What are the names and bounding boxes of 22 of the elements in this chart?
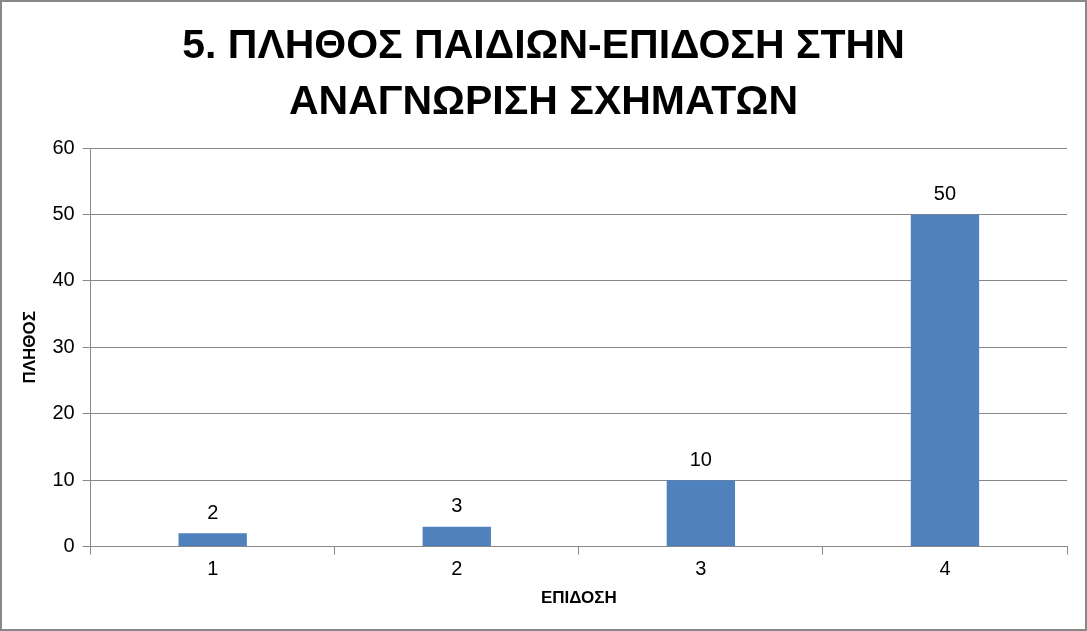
bar <box>422 526 491 547</box>
y-tick-label: 40 <box>52 268 75 291</box>
bar <box>178 533 247 547</box>
bar <box>910 214 980 547</box>
data-label: 50 <box>933 181 957 204</box>
x-axis-title: ΕΠΙΔΟΣΗ <box>540 588 617 608</box>
chart-title: 5. ΠΛΗΘΟΣ ΠΑΙΔΙΩΝ-ΕΠΙΔΟΣΗ ΣΤΗΝ ΑΝΑΓΝΩΡΙΣΗ ΣΧΗΜΑΤΩΝ <box>181 20 906 125</box>
y-tick-label: 50 <box>52 201 75 224</box>
x-tick-label: 4 <box>939 557 951 580</box>
x-tick-label: 3 <box>695 557 707 580</box>
y-tick-label: 0 <box>63 534 75 557</box>
data-label: 3 <box>451 494 463 517</box>
y-tick-label: 60 <box>52 135 75 158</box>
data-label: 10 <box>689 447 712 470</box>
x-tick-label: 2 <box>451 557 463 580</box>
x-tick-label: 1 <box>207 557 219 580</box>
data-label: 2 <box>207 500 219 523</box>
y-axis-title: ΠΛΗΘΟΣ <box>19 311 39 384</box>
y-tick-label: 20 <box>52 401 75 424</box>
bar <box>666 480 736 547</box>
y-tick-label: 10 <box>52 467 75 490</box>
y-tick-label: 30 <box>52 334 75 357</box>
